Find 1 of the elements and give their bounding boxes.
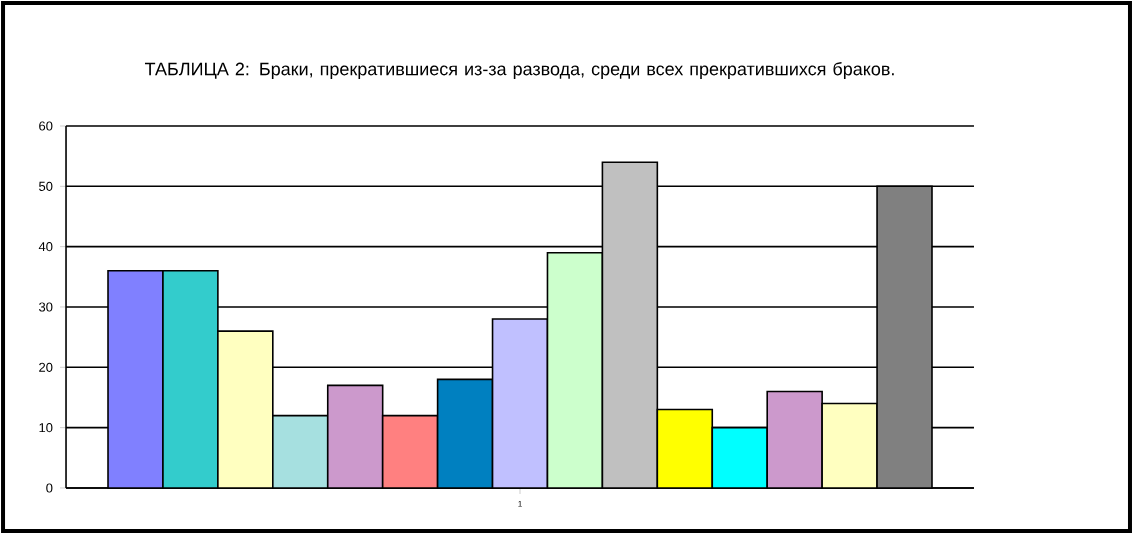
chart-title: ТАБЛИЦА 2: Браки, прекратившиеся из-за развода, среди всех прекратившихся браков.	[144, 61, 894, 79]
